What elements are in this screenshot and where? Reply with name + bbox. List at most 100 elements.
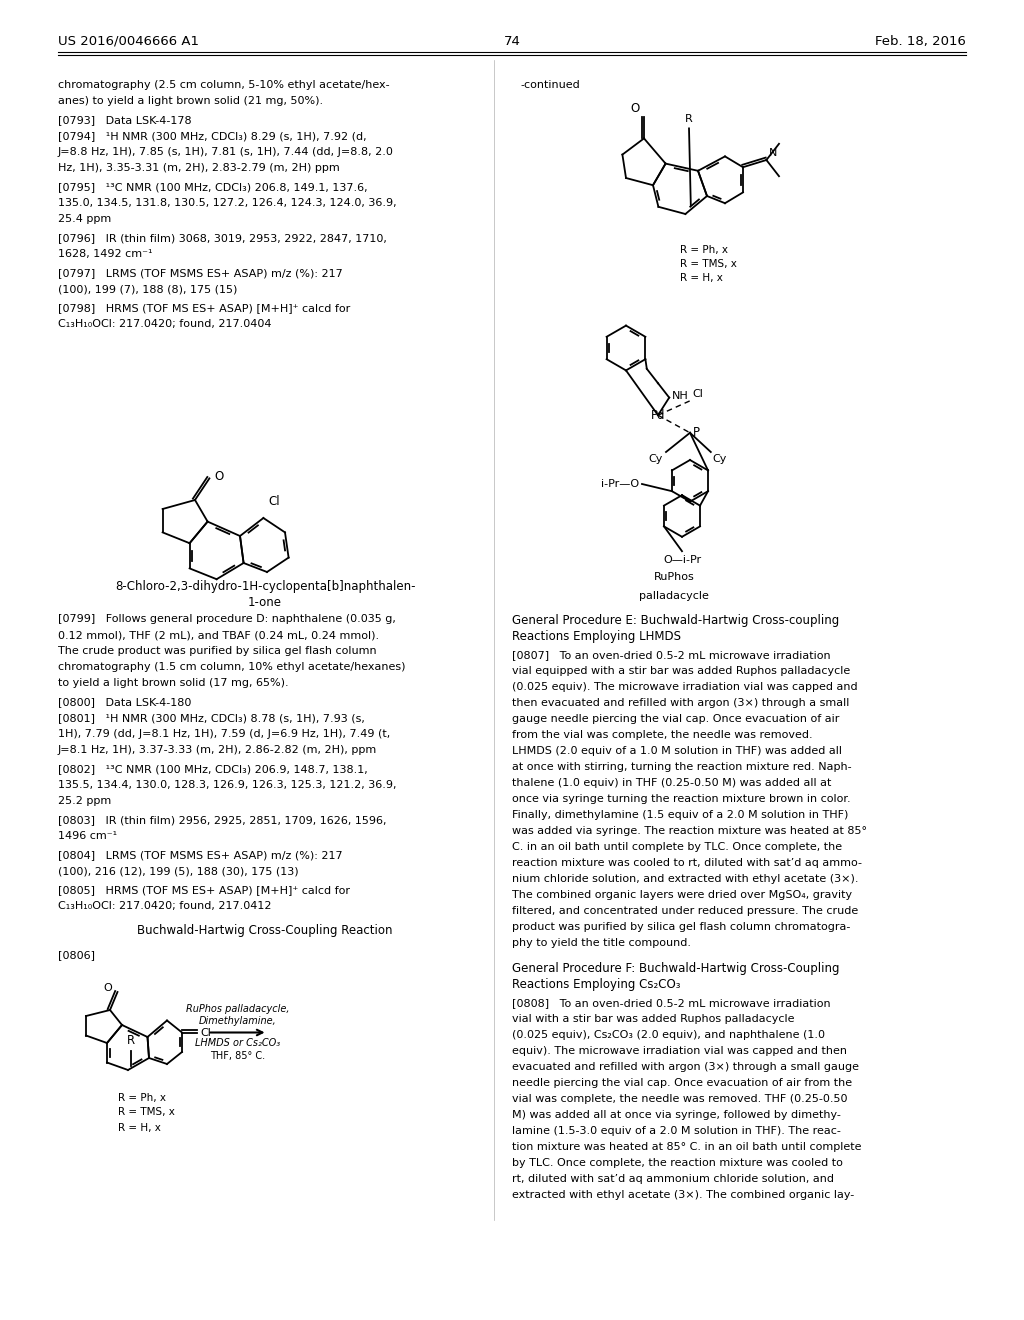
Text: at once with stirring, turning the reaction mixture red. Naph-: at once with stirring, turning the react… (512, 762, 852, 772)
Text: nium chloride solution, and extracted with ethyl acetate (3×).: nium chloride solution, and extracted wi… (512, 874, 858, 884)
Text: NH: NH (672, 391, 689, 400)
Text: vial with a stir bar was added Ruphos palladacycle: vial with a stir bar was added Ruphos pa… (512, 1014, 795, 1024)
Text: General Procedure F: Buchwald-Hartwig Cross-Coupling: General Procedure F: Buchwald-Hartwig Cr… (512, 962, 840, 975)
Text: THF, 85° C.: THF, 85° C. (210, 1051, 265, 1060)
Text: 135.5, 134.4, 130.0, 128.3, 126.9, 126.3, 125.3, 121.2, 36.9,: 135.5, 134.4, 130.0, 128.3, 126.9, 126.3… (58, 780, 396, 789)
Text: LHMDS or Cs₂CO₃: LHMDS or Cs₂CO₃ (195, 1038, 280, 1048)
Text: gauge needle piercing the vial cap. Once evacuation of air: gauge needle piercing the vial cap. Once… (512, 714, 840, 723)
Text: Finally, dimethylamine (1.5 equiv of a 2.0 M solution in THF): Finally, dimethylamine (1.5 equiv of a 2… (512, 810, 848, 820)
Text: R: R (127, 1035, 135, 1048)
Text: thalene (1.0 equiv) in THF (0.25-0.50 M) was added all at: thalene (1.0 equiv) in THF (0.25-0.50 M)… (512, 777, 831, 788)
Text: O: O (631, 102, 640, 115)
Text: General Procedure E: Buchwald-Hartwig Cross-coupling: General Procedure E: Buchwald-Hartwig Cr… (512, 614, 840, 627)
Text: [0806]: [0806] (58, 950, 95, 960)
Text: R = Ph, x: R = Ph, x (680, 246, 728, 255)
Text: R = TMS, x: R = TMS, x (118, 1107, 174, 1118)
Text: The crude product was purified by silica gel flash column: The crude product was purified by silica… (58, 645, 377, 656)
Text: needle piercing the vial cap. Once evacuation of air from the: needle piercing the vial cap. Once evacu… (512, 1078, 852, 1088)
Text: R = H, x: R = H, x (118, 1122, 161, 1133)
Text: Cy: Cy (713, 454, 727, 465)
Text: product was purified by silica gel flash column chromatogra-: product was purified by silica gel flash… (512, 921, 850, 932)
Text: 25.2 ppm: 25.2 ppm (58, 796, 112, 807)
Text: Feb. 18, 2016: Feb. 18, 2016 (876, 36, 966, 48)
Text: Cy: Cy (648, 454, 663, 465)
Text: reaction mixture was cooled to rt, diluted with sat’d aq ammo-: reaction mixture was cooled to rt, dilut… (512, 858, 862, 869)
Text: J=8.1 Hz, 1H), 3.37-3.33 (m, 2H), 2.86-2.82 (m, 2H), ppm: J=8.1 Hz, 1H), 3.37-3.33 (m, 2H), 2.86-2… (58, 744, 377, 755)
Text: [0799]   Follows general procedure D: naphthalene (0.035 g,: [0799] Follows general procedure D: naph… (58, 614, 396, 624)
Text: Hz, 1H), 3.35-3.31 (m, 2H), 2.83-2.79 (m, 2H) ppm: Hz, 1H), 3.35-3.31 (m, 2H), 2.83-2.79 (m… (58, 162, 340, 173)
Text: chromatography (2.5 cm column, 5-10% ethyl acetate/hex-: chromatography (2.5 cm column, 5-10% eth… (58, 81, 389, 90)
Text: Cl: Cl (268, 495, 280, 508)
Text: [0802]   ¹³C NMR (100 MHz, CDCl₃) 206.9, 148.7, 138.1,: [0802] ¹³C NMR (100 MHz, CDCl₃) 206.9, 1… (58, 764, 368, 774)
Text: (0.025 equiv), Cs₂CO₃ (2.0 equiv), and naphthalene (1.0: (0.025 equiv), Cs₂CO₃ (2.0 equiv), and n… (512, 1030, 825, 1040)
Text: US 2016/0046666 A1: US 2016/0046666 A1 (58, 36, 199, 48)
Text: (0.025 equiv). The microwave irradiation vial was capped and: (0.025 equiv). The microwave irradiation… (512, 682, 858, 692)
Text: C₁₃H₁₀OCl: 217.0420; found, 217.0412: C₁₃H₁₀OCl: 217.0420; found, 217.0412 (58, 902, 271, 911)
Text: to yield a light brown solid (17 mg, 65%).: to yield a light brown solid (17 mg, 65%… (58, 678, 289, 688)
Text: 135.0, 134.5, 131.8, 130.5, 127.2, 126.4, 124.3, 124.0, 36.9,: 135.0, 134.5, 131.8, 130.5, 127.2, 126.4… (58, 198, 396, 209)
Text: P: P (693, 426, 700, 440)
Text: vial was complete, the needle was removed. THF (0.25-0.50: vial was complete, the needle was remove… (512, 1094, 848, 1104)
Text: O: O (103, 983, 113, 993)
Text: C₁₃H₁₀OCl: 217.0420; found, 217.0404: C₁₃H₁₀OCl: 217.0420; found, 217.0404 (58, 319, 271, 329)
Text: Dimethylamine,: Dimethylamine, (199, 1016, 276, 1027)
Text: R = TMS, x: R = TMS, x (680, 259, 737, 269)
Text: C. in an oil bath until complete by TLC. Once complete, the: C. in an oil bath until complete by TLC.… (512, 842, 842, 851)
Text: Pd: Pd (650, 409, 666, 421)
Text: Cl: Cl (200, 1027, 211, 1038)
Text: -continued: -continued (520, 81, 580, 90)
Text: J=8.8 Hz, 1H), 7.85 (s, 1H), 7.81 (s, 1H), 7.44 (dd, J=8.8, 2.0: J=8.8 Hz, 1H), 7.85 (s, 1H), 7.81 (s, 1H… (58, 147, 394, 157)
Text: 8-Chloro-2,3-dihydro-1H-cyclopenta[b]naphthalen-: 8-Chloro-2,3-dihydro-1H-cyclopenta[b]nap… (115, 579, 416, 593)
Text: filtered, and concentrated under reduced pressure. The crude: filtered, and concentrated under reduced… (512, 906, 858, 916)
Text: R: R (685, 115, 693, 124)
Text: [0797]   LRMS (TOF MSMS ES+ ASAP) m/z (%): 217: [0797] LRMS (TOF MSMS ES+ ASAP) m/z (%):… (58, 268, 343, 279)
Text: Reactions Employing Cs₂CO₃: Reactions Employing Cs₂CO₃ (512, 978, 681, 991)
Text: equiv). The microwave irradiation vial was capped and then: equiv). The microwave irradiation vial w… (512, 1045, 847, 1056)
Text: 1H), 7.79 (dd, J=8.1 Hz, 1H), 7.59 (d, J=6.9 Hz, 1H), 7.49 (t,: 1H), 7.79 (dd, J=8.1 Hz, 1H), 7.59 (d, J… (58, 729, 390, 739)
Text: i-Pr—O: i-Pr—O (601, 479, 639, 488)
Text: Buchwald-Hartwig Cross-Coupling Reaction: Buchwald-Hartwig Cross-Coupling Reaction (137, 924, 393, 937)
Text: [0800]   Data LSK-4-180: [0800] Data LSK-4-180 (58, 697, 191, 708)
Text: evacuated and refilled with argon (3×) through a small gauge: evacuated and refilled with argon (3×) t… (512, 1063, 859, 1072)
Text: 74: 74 (504, 36, 520, 48)
Text: [0793]   Data LSK-4-178: [0793] Data LSK-4-178 (58, 115, 191, 125)
Text: chromatography (1.5 cm column, 10% ethyl acetate/hexanes): chromatography (1.5 cm column, 10% ethyl… (58, 663, 406, 672)
Text: from the vial was complete, the needle was removed.: from the vial was complete, the needle w… (512, 730, 813, 741)
Text: [0807]   To an oven-dried 0.5-2 mL microwave irradiation: [0807] To an oven-dried 0.5-2 mL microwa… (512, 649, 830, 660)
Text: 1628, 1492 cm⁻¹: 1628, 1492 cm⁻¹ (58, 249, 153, 259)
Text: phy to yield the title compound.: phy to yield the title compound. (512, 939, 691, 948)
Text: vial equipped with a stir bar was added Ruphos palladacycle: vial equipped with a stir bar was added … (512, 667, 850, 676)
Text: 1496 cm⁻¹: 1496 cm⁻¹ (58, 832, 117, 841)
Text: [0803]   IR (thin film) 2956, 2925, 2851, 1709, 1626, 1596,: [0803] IR (thin film) 2956, 2925, 2851, … (58, 814, 386, 825)
Text: 0.12 mmol), THF (2 mL), and TBAF (0.24 mL, 0.24 mmol).: 0.12 mmol), THF (2 mL), and TBAF (0.24 m… (58, 630, 379, 640)
Text: [0794]   ¹H NMR (300 MHz, CDCl₃) 8.29 (s, 1H), 7.92 (d,: [0794] ¹H NMR (300 MHz, CDCl₃) 8.29 (s, … (58, 131, 367, 141)
Text: LHMDS (2.0 equiv of a 1.0 M solution in THF) was added all: LHMDS (2.0 equiv of a 1.0 M solution in … (512, 746, 842, 756)
Text: R = H, x: R = H, x (680, 273, 723, 282)
Text: Cl: Cl (692, 389, 702, 399)
Text: then evacuated and refilled with argon (3×) through a small: then evacuated and refilled with argon (… (512, 698, 849, 708)
Text: R = Ph, x: R = Ph, x (118, 1093, 166, 1102)
Text: [0801]   ¹H NMR (300 MHz, CDCl₃) 8.78 (s, 1H), 7.93 (s,: [0801] ¹H NMR (300 MHz, CDCl₃) 8.78 (s, … (58, 713, 365, 723)
Text: by TLC. Once complete, the reaction mixture was cooled to: by TLC. Once complete, the reaction mixt… (512, 1158, 843, 1168)
Text: rt, diluted with sat’d aq ammonium chloride solution, and: rt, diluted with sat’d aq ammonium chlor… (512, 1173, 834, 1184)
Text: [0798]   HRMS (TOF MS ES+ ASAP) [M+H]⁺ calcd for: [0798] HRMS (TOF MS ES+ ASAP) [M+H]⁺ cal… (58, 304, 350, 313)
Text: [0795]   ¹³C NMR (100 MHz, CDCl₃) 206.8, 149.1, 137.6,: [0795] ¹³C NMR (100 MHz, CDCl₃) 206.8, 1… (58, 182, 368, 191)
Text: O: O (214, 470, 223, 483)
Text: once via syringe turning the reaction mixture brown in color.: once via syringe turning the reaction mi… (512, 795, 851, 804)
Text: extracted with ethyl acetate (3×). The combined organic lay-: extracted with ethyl acetate (3×). The c… (512, 1191, 854, 1200)
Text: tion mixture was heated at 85° C. in an oil bath until complete: tion mixture was heated at 85° C. in an … (512, 1142, 861, 1152)
Text: [0804]   LRMS (TOF MSMS ES+ ASAP) m/z (%): 217: [0804] LRMS (TOF MSMS ES+ ASAP) m/z (%):… (58, 850, 343, 861)
Text: Reactions Employing LHMDS: Reactions Employing LHMDS (512, 630, 681, 643)
Text: RuPhos palladacycle,: RuPhos palladacycle, (185, 1005, 289, 1015)
Text: N: N (768, 148, 777, 158)
Text: lamine (1.5-3.0 equiv of a 2.0 M solution in THF). The reac-: lamine (1.5-3.0 equiv of a 2.0 M solutio… (512, 1126, 841, 1137)
Text: (100), 199 (7), 188 (8), 175 (15): (100), 199 (7), 188 (8), 175 (15) (58, 284, 238, 294)
Text: M) was added all at once via syringe, followed by dimethy-: M) was added all at once via syringe, fo… (512, 1110, 841, 1119)
Text: anes) to yield a light brown solid (21 mg, 50%).: anes) to yield a light brown solid (21 m… (58, 96, 324, 106)
Text: RuPhos: RuPhos (653, 572, 694, 582)
Text: 1-one: 1-one (248, 597, 282, 609)
Text: [0796]   IR (thin film) 3068, 3019, 2953, 2922, 2847, 1710,: [0796] IR (thin film) 3068, 3019, 2953, … (58, 234, 387, 243)
Text: palladacycle: palladacycle (639, 591, 709, 601)
Text: O—i-Pr: O—i-Pr (663, 556, 701, 565)
Text: [0805]   HRMS (TOF MS ES+ ASAP) [M+H]⁺ calcd for: [0805] HRMS (TOF MS ES+ ASAP) [M+H]⁺ cal… (58, 884, 350, 895)
